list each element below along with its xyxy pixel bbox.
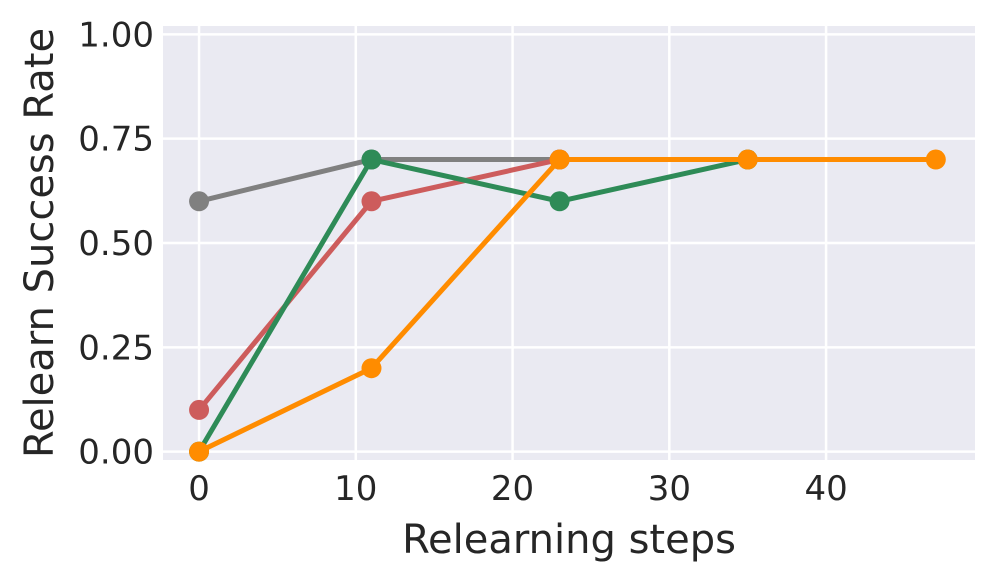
- series-line: [196, 157, 751, 455]
- data-point: [361, 149, 382, 170]
- data-point: [925, 149, 946, 170]
- y-axis-label: Relearn Success Rate: [17, 28, 63, 458]
- x-tick-label: 0: [188, 469, 210, 509]
- y-tick-label: 0.75: [78, 120, 154, 160]
- y-tick-label: 1.00: [78, 15, 154, 55]
- data-point: [189, 399, 210, 420]
- data-point: [549, 191, 570, 212]
- tick-labels: 0 10 20 30 40 0.00 0.25 0.50 0.75 1.00: [78, 15, 847, 509]
- x-axis-label: Relearning steps: [402, 517, 736, 563]
- x-tick-label: 30: [648, 469, 691, 509]
- x-tick-label: 20: [491, 469, 534, 509]
- x-tick-label: 10: [334, 469, 377, 509]
- y-tick-label: 0.25: [78, 328, 154, 368]
- data-point: [189, 441, 210, 462]
- data-point: [549, 149, 570, 170]
- data-point: [737, 149, 758, 170]
- y-tick-label: 0.50: [78, 224, 154, 264]
- y-tick-label: 0.00: [78, 433, 154, 473]
- grid-lines: [163, 26, 975, 460]
- data-point: [361, 191, 382, 212]
- data-point: [189, 191, 210, 212]
- x-tick-label: 40: [804, 469, 847, 509]
- data-point: [361, 358, 382, 379]
- series-layer: [189, 149, 946, 462]
